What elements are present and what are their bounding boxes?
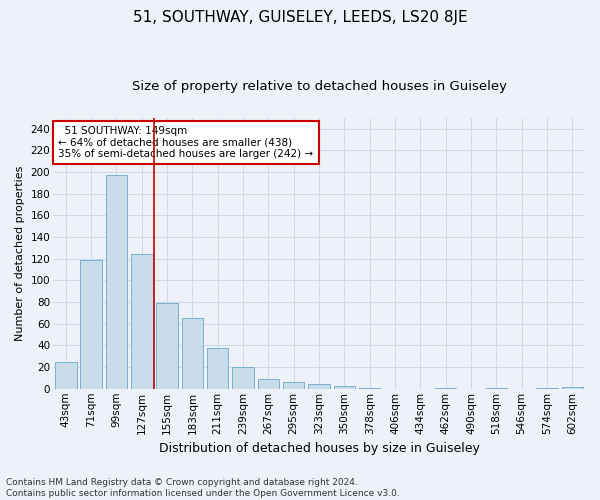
Bar bbox=[131, 254, 152, 389]
Bar bbox=[308, 384, 330, 389]
Title: Size of property relative to detached houses in Guiseley: Size of property relative to detached ho… bbox=[131, 80, 506, 93]
Bar bbox=[536, 388, 558, 389]
Bar bbox=[157, 303, 178, 389]
Text: 51 SOUTHWAY: 149sqm
← 64% of detached houses are smaller (438)
35% of semi-detac: 51 SOUTHWAY: 149sqm ← 64% of detached ho… bbox=[58, 126, 314, 159]
Bar bbox=[207, 348, 229, 389]
Bar bbox=[485, 388, 507, 389]
Bar bbox=[283, 382, 304, 389]
Bar bbox=[562, 386, 583, 389]
Y-axis label: Number of detached properties: Number of detached properties bbox=[15, 166, 25, 341]
Bar bbox=[334, 386, 355, 389]
Bar bbox=[232, 367, 254, 389]
Bar bbox=[80, 260, 102, 389]
Text: Contains HM Land Registry data © Crown copyright and database right 2024.
Contai: Contains HM Land Registry data © Crown c… bbox=[6, 478, 400, 498]
Bar bbox=[106, 175, 127, 389]
Bar bbox=[359, 388, 380, 389]
Bar bbox=[257, 379, 279, 389]
Bar bbox=[435, 388, 457, 389]
X-axis label: Distribution of detached houses by size in Guiseley: Distribution of detached houses by size … bbox=[158, 442, 479, 455]
Bar bbox=[182, 318, 203, 389]
Text: 51, SOUTHWAY, GUISELEY, LEEDS, LS20 8JE: 51, SOUTHWAY, GUISELEY, LEEDS, LS20 8JE bbox=[133, 10, 467, 25]
Bar bbox=[55, 362, 77, 389]
